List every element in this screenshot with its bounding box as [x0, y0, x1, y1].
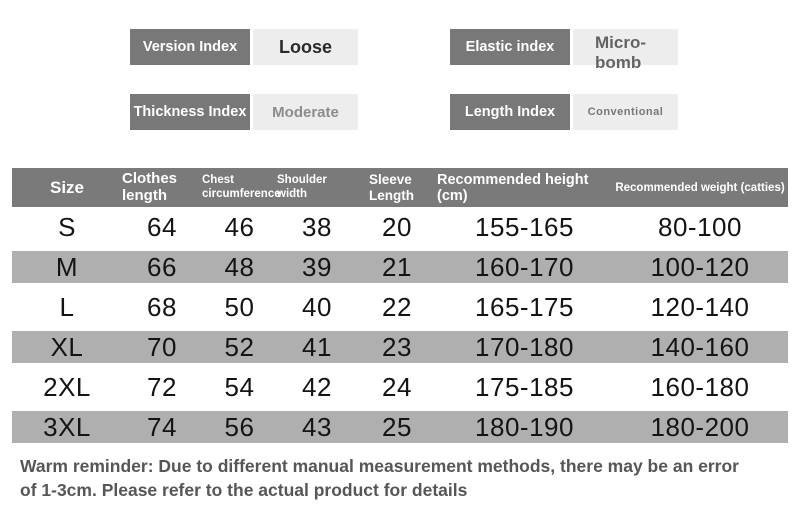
value-cell: 64 — [147, 211, 177, 242]
size-cell: M — [55, 251, 79, 282]
value-cell: 54 — [224, 371, 255, 402]
value-cell: 50 — [224, 291, 255, 322]
value-cell: 100-120 — [650, 251, 750, 282]
thickness-index-label: Thickness Index — [130, 94, 250, 130]
column-header-shoulder-width: Shoulder width — [277, 174, 357, 200]
table-row-l: L 68 50 40 22 165-175 120-140 — [12, 287, 788, 327]
value-cell: 68 — [147, 291, 177, 322]
column-header-sleeve-length-text: Sleeve Length — [369, 171, 414, 203]
column-header-recommended-weight-text: Recommended weight (catties) — [615, 181, 785, 194]
column-header-size-text: Size — [49, 177, 85, 197]
elastic-index-label: Elastic index — [450, 29, 570, 65]
size-cell: 3XL — [43, 411, 91, 442]
value-cell: 160-170 — [475, 251, 574, 282]
column-header-sleeve-length: Sleeve Length — [357, 172, 437, 203]
size-cell: XL — [50, 331, 84, 362]
value-cell: 140-160 — [650, 331, 750, 362]
length-index-value: Conventional — [573, 94, 678, 130]
length-index-label: Length Index — [450, 94, 570, 130]
column-header-recommended-height: Recommended height (cm) — [437, 172, 612, 204]
value-cell: 20 — [382, 211, 412, 242]
value-cell: 155-165 — [475, 211, 574, 242]
warm-reminder-line1: Warm reminder: Due to different manual m… — [20, 456, 739, 476]
value-cell: 42 — [302, 371, 332, 402]
table-row-m: M 66 48 39 21 160-170 100-120 — [12, 247, 788, 287]
value-cell: 24 — [382, 371, 412, 402]
value-cell: 43 — [302, 411, 332, 442]
version-index-label: Version Index — [130, 29, 250, 65]
size-table-body: S 64 46 38 20 155-165 80-100 M 66 48 39 21 160-170 10… — [12, 207, 788, 447]
value-cell: 56 — [224, 411, 255, 442]
value-cell: 40 — [302, 291, 332, 322]
column-header-chest-circumference: Chest circumference — [202, 174, 281, 200]
size-cell: S — [58, 211, 76, 242]
length-index-value-text: Conventional — [587, 106, 664, 118]
column-header-clothes-length-text: Clothes length — [122, 170, 178, 204]
elastic-index-value: Micro-bomb — [573, 29, 678, 72]
thickness-index-value: Moderate — [253, 94, 358, 130]
elastic-index-value-text: Micro-bomb — [595, 33, 646, 72]
elastic-index-label-text: Elastic index — [465, 39, 555, 55]
thickness-index-label-text: Thickness Index — [133, 104, 247, 120]
column-header-recommended-height-text: Recommended height (cm) — [437, 171, 589, 204]
size-cell: L — [59, 291, 75, 322]
table-row-2xl: 2XL 72 54 42 24 175-185 160-180 — [12, 367, 788, 407]
value-cell: 38 — [302, 211, 332, 242]
value-cell: 39 — [302, 251, 332, 282]
value-cell: 165-175 — [475, 291, 574, 322]
value-cell: 70 — [147, 331, 177, 362]
value-cell: 52 — [224, 331, 255, 362]
column-header-chest-circumference-text: Chest circumference — [202, 174, 281, 200]
value-cell: 160-180 — [650, 371, 750, 402]
value-cell: 48 — [224, 251, 255, 282]
value-cell: 80-100 — [658, 211, 742, 242]
table-row-s: S 64 46 38 20 155-165 80-100 — [12, 207, 788, 247]
column-header-recommended-weight: Recommended weight (catties) — [612, 182, 788, 194]
size-table: Size Clothes length Chest circumference … — [12, 168, 788, 447]
value-cell: 23 — [382, 331, 412, 362]
version-index-value: Loose — [253, 29, 358, 65]
warm-reminder-line2: of 1-3cm. Please refer to the actual pro… — [20, 480, 468, 501]
value-cell: 180-190 — [475, 411, 574, 442]
value-cell: 22 — [382, 291, 412, 322]
value-cell: 120-140 — [650, 291, 750, 322]
value-cell: 72 — [147, 371, 177, 402]
value-cell: 25 — [382, 411, 412, 442]
version-index-label-text: Version Index — [142, 39, 238, 55]
value-cell: 180-200 — [650, 411, 750, 442]
thickness-index-value-text: Moderate — [272, 103, 339, 121]
length-index-label-text: Length Index — [464, 104, 556, 120]
column-header-shoulder-width-text: Shoulder width — [277, 174, 327, 200]
value-cell: 46 — [224, 211, 255, 242]
size-cell: 2XL — [43, 371, 91, 402]
table-row-xl: XL 70 52 41 23 170-180 140-160 — [12, 327, 788, 367]
value-cell: 66 — [147, 251, 177, 282]
warm-reminder: Warm reminder: Due to different manual m… — [20, 454, 790, 502]
value-cell: 74 — [147, 411, 177, 442]
value-cell: 170-180 — [475, 331, 574, 362]
column-header-size: Size — [12, 178, 122, 198]
version-index-value-text: Loose — [278, 36, 332, 57]
size-table-header: Size Clothes length Chest circumference … — [12, 168, 788, 207]
value-cell: 41 — [302, 331, 332, 362]
value-cell: 21 — [382, 251, 412, 282]
column-header-clothes-length: Clothes length — [122, 170, 202, 204]
table-row-3xl: 3XL 74 56 43 25 180-190 180-200 — [12, 407, 788, 447]
value-cell: 175-185 — [475, 371, 574, 402]
